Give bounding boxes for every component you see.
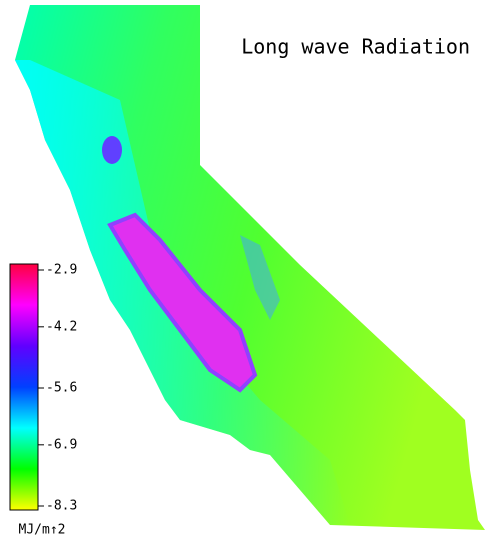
colorbar-tick-label: -8.3 [46, 499, 77, 514]
sierra-band [240, 235, 280, 320]
colorbar-tick-label: -5.6 [46, 381, 77, 396]
colorbar: -2.9 -4.2 -5.6 -6.9 -8.3 [9, 263, 77, 514]
valley-spot [102, 136, 122, 164]
colorbar-unit: MJ/m↑2 [19, 523, 66, 538]
colorbar-tick-label: -6.9 [46, 437, 77, 452]
colorbar-tick-label: -2.9 [46, 263, 77, 278]
map-title: Long wave Radiation [241, 35, 470, 59]
coastal-band [15, 60, 350, 525]
california [15, 5, 485, 530]
colorbar-tick-label: -4.2 [46, 319, 77, 334]
central-valley [107, 212, 258, 393]
colorbar-box [9, 263, 39, 511]
